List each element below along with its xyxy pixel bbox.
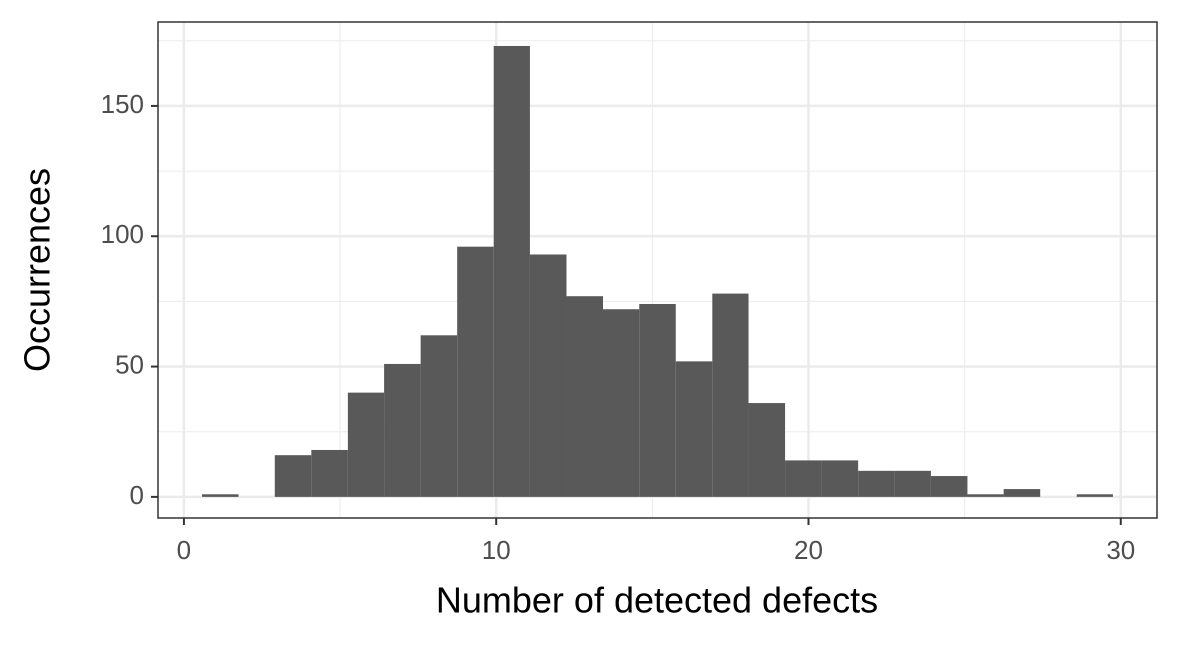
y-tick-label: 100 — [101, 219, 144, 249]
bar — [930, 476, 968, 497]
bar — [274, 455, 312, 497]
y-tick-label: 50 — [115, 349, 144, 379]
y-tick-label: 0 — [130, 480, 144, 510]
bar — [712, 293, 749, 497]
bar — [311, 449, 348, 497]
panel-border — [157, 21, 1158, 519]
bar — [202, 494, 239, 497]
bar — [420, 335, 458, 497]
bar — [529, 254, 567, 497]
bar — [1076, 494, 1113, 497]
x-tick-label: 10 — [482, 535, 511, 565]
x-axis-title: Number of detected defects — [436, 580, 878, 621]
bar — [566, 296, 604, 497]
bar — [603, 309, 640, 497]
y-axis-title: Occurrences — [17, 168, 58, 372]
x-tick-label: 0 — [177, 535, 191, 565]
bar — [347, 392, 385, 497]
bar — [894, 470, 931, 497]
x-tick-label: 20 — [794, 535, 823, 565]
bar — [858, 470, 895, 497]
bar — [967, 494, 1004, 497]
bar — [493, 45, 530, 497]
x-tick-label: 30 — [1106, 535, 1135, 565]
bar — [1003, 489, 1041, 497]
bar — [457, 246, 494, 497]
bar — [748, 403, 786, 497]
bar — [785, 460, 822, 497]
bar — [821, 460, 859, 497]
bar — [675, 361, 713, 497]
bar — [384, 363, 421, 497]
y-tick-label: 150 — [101, 89, 144, 119]
bar — [639, 304, 676, 497]
